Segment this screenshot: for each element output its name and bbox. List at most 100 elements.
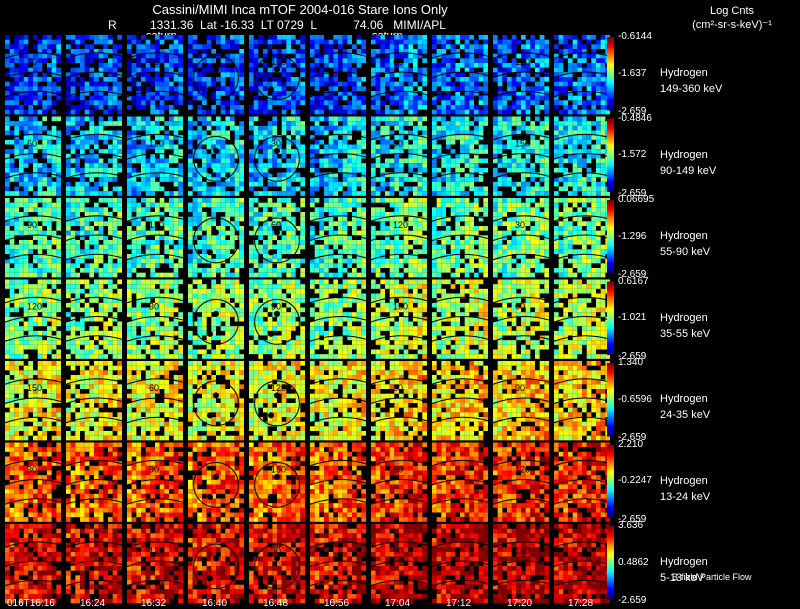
colorbar-segment xyxy=(607,597,614,600)
colorbar-segment xyxy=(607,99,614,102)
contour-line xyxy=(4,579,62,587)
colorbar-segment xyxy=(607,419,614,422)
contour-label: 90 xyxy=(515,383,525,393)
colorbar-segment xyxy=(607,37,614,40)
colorbar-segment xyxy=(607,513,614,517)
chart-title: Cassini/MIMI Inca mTOF 2004-016 Stare Io… xyxy=(152,2,448,17)
colorbar-max: 0.6167 xyxy=(618,275,649,287)
colorbar-segment xyxy=(607,338,614,341)
contour-line xyxy=(4,378,62,385)
colorbar-segment xyxy=(607,258,614,261)
colorbar-segment xyxy=(607,562,614,565)
colorbar-segment xyxy=(607,165,614,169)
colorbar-segment xyxy=(607,573,614,576)
heatmap-panel xyxy=(249,198,305,278)
contour-line xyxy=(126,560,184,567)
heatmap-panel xyxy=(4,198,62,278)
colorbar-segment xyxy=(607,281,614,284)
chart-subtitle: R 1331.36 Lat -16.33 LT 0729 L 74.06 MIM… xyxy=(108,18,446,32)
contour-line xyxy=(370,479,428,486)
contour-line xyxy=(309,296,367,304)
colorbar-segment xyxy=(607,462,614,466)
colorbar-segment xyxy=(607,158,614,161)
colorbar-segment xyxy=(607,425,614,428)
colorbar-segment xyxy=(607,428,614,432)
colorbar-segment xyxy=(607,310,614,314)
colorbar-segment xyxy=(607,446,614,449)
contour-line xyxy=(126,234,184,241)
colorbar-segment xyxy=(607,394,614,397)
colorbar-segment xyxy=(607,490,614,493)
colorbar-segment xyxy=(607,127,614,130)
colorbar-segment xyxy=(607,479,614,482)
colorbar-segment xyxy=(607,245,614,248)
contour-line xyxy=(65,52,123,59)
contour-line xyxy=(4,560,62,567)
colorbar-segment xyxy=(607,66,614,69)
contour-line xyxy=(65,133,123,141)
colorbar-segment xyxy=(607,392,614,395)
heatmap-panel xyxy=(309,361,367,441)
colorbar-segment xyxy=(607,444,614,447)
colorbar-segment xyxy=(607,350,614,354)
colorbar-segment xyxy=(607,582,614,585)
colorbar-segment xyxy=(607,203,614,206)
contour-line xyxy=(370,215,428,222)
contour-line xyxy=(309,560,367,567)
heatmap-panel xyxy=(65,116,123,196)
heatmap-panel xyxy=(553,35,611,115)
flow-marker xyxy=(207,493,213,500)
colorbar-segment xyxy=(607,142,614,145)
contour-line xyxy=(553,459,611,467)
contour-line xyxy=(4,459,62,467)
colorbar-segment xyxy=(607,200,614,203)
colorbar-segment xyxy=(607,86,614,89)
colorbar-segment xyxy=(607,102,614,106)
colorbar-segment xyxy=(607,370,614,373)
contour-line xyxy=(126,316,184,323)
colorbar-min: -2.659 xyxy=(618,432,647,443)
contour-line xyxy=(65,397,123,404)
colorbar-segment xyxy=(607,220,614,223)
flow-marker xyxy=(207,249,213,256)
heatmap-panel xyxy=(370,279,428,359)
colorbar-segment xyxy=(607,448,614,451)
colorbar-segment xyxy=(607,468,614,471)
contour-label: 150 xyxy=(27,383,42,393)
heatmap-panel xyxy=(4,442,62,522)
contour-line xyxy=(553,153,611,160)
species-label: Hydrogen xyxy=(660,556,708,568)
colorbar-segment xyxy=(607,212,614,216)
b-field-marker xyxy=(274,555,280,562)
flow-marker xyxy=(207,167,213,174)
time-label: 17:20 xyxy=(507,598,533,609)
colorbar-segment xyxy=(607,368,614,371)
heatmap-panel xyxy=(249,361,305,441)
contour-label: 60 xyxy=(271,220,281,230)
colorbar-segment xyxy=(607,238,614,241)
colorbar-mid: 0.4862 xyxy=(618,556,649,568)
contour-line xyxy=(65,498,123,505)
colorbar-segment xyxy=(607,307,614,310)
contour-label: 90 xyxy=(27,220,37,230)
row-label: Hydrogen 13-24 keV xyxy=(660,473,710,505)
contour-line xyxy=(65,316,123,323)
contour-line xyxy=(370,90,428,98)
colorbar-segment xyxy=(607,349,614,352)
contour-line xyxy=(492,316,550,323)
contour-label: 120 xyxy=(27,302,42,312)
colorbar-segment xyxy=(607,262,614,265)
colorbar-segment xyxy=(607,180,614,183)
contour-line xyxy=(126,416,184,424)
contour-line xyxy=(4,90,62,98)
contour-label: 150 xyxy=(149,220,164,230)
colorbar-segment xyxy=(607,308,614,312)
colorbar-segment xyxy=(607,149,614,152)
contour-line xyxy=(4,498,62,505)
colorbar-units: Log Cnts (cm²-sr-s-keV)⁻¹ xyxy=(672,4,792,32)
contour-line xyxy=(553,71,611,78)
colorbar-segment xyxy=(607,108,614,111)
heatmap-panel xyxy=(370,116,428,196)
colorbar-segment xyxy=(607,449,614,453)
colorbar-segment xyxy=(607,60,614,64)
